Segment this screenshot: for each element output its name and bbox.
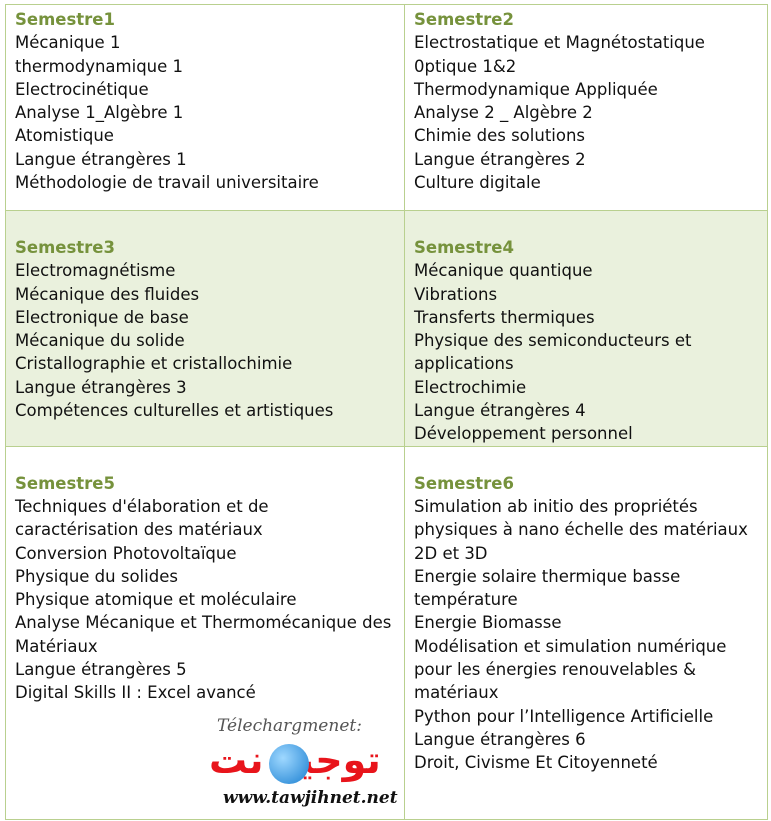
course-item: Analyse Mécanique et Thermomécanique des… <box>15 613 392 656</box>
semester-cell: Semestre5 Techniques d'élaboration et de … <box>5 445 405 820</box>
semester-title: Semestre6 <box>414 473 514 493</box>
semester-cell: Semestre1 Mécanique 1 thermodynamique 1 Ele… <box>5 4 405 211</box>
course-item: Culture digitale <box>414 173 541 193</box>
semester-title: Semestre4 <box>414 238 514 257</box>
semester-cell: Semestre3 Electromagnétisme Mécanique des … <box>5 210 405 447</box>
semester-table: Semestre1 Mécanique 1 thermodynamique 1 Ele… <box>5 4 768 820</box>
course-item: Physique atomique et moléculaire <box>15 590 297 610</box>
course-item: Conversion Photovoltaïque <box>15 543 237 563</box>
watermark-caption: Télechargmenet: <box>217 716 362 736</box>
course-item: Langue étrangères 1 <box>15 149 187 169</box>
course-item: Vibrations <box>414 284 498 304</box>
course-item: Techniques d'élaboration et de caractéri… <box>15 496 269 540</box>
course-item: Chimie des solutions <box>414 126 586 146</box>
course-item: Langue étrangères 2 <box>414 149 586 169</box>
semester-title: Semestre1 <box>15 10 115 29</box>
course-item: Transferts thermiques <box>414 307 595 327</box>
course-item: Méthodologie de travail universitaire <box>15 173 319 193</box>
course-item: Electrocinétique <box>15 79 149 99</box>
course-item: Electrochimie <box>414 377 527 397</box>
course-item: Analyse 1_Algèbre 1 <box>15 103 184 123</box>
semester-cell: Semestre2 Electrostatique et Magnétostati… <box>404 4 768 211</box>
semester-title: Semestre2 <box>414 10 514 29</box>
course-item: Cristallographie et cristallochimie <box>15 354 293 374</box>
table-row: Semestre5 Techniques d'élaboration et de … <box>5 445 768 820</box>
watermark-url: www.tawjihnet.net <box>223 788 398 808</box>
course-item: Electronique de base <box>15 307 189 327</box>
table-row: Semestre1 Mécanique 1 thermodynamique 1 Ele… <box>5 4 768 211</box>
course-item: Langue étrangères 5 <box>15 660 187 680</box>
course-item: Energie solaire thermique basse températ… <box>414 566 681 610</box>
course-item: Electromagnétisme <box>15 261 176 281</box>
semester-title: Semestre5 <box>15 473 115 493</box>
course-item: Physique des semiconducteurs et applicat… <box>414 331 692 374</box>
course-item: thermodynamique 1 <box>15 56 184 76</box>
course-item: Mécanique 1 <box>15 33 121 53</box>
course-item: Mécanique quantique <box>414 261 593 281</box>
course-item: Physique du solides <box>15 566 178 586</box>
course-item: Electrostatique et Magnétostatique <box>414 33 705 53</box>
course-item: Simulation ab initio des propriétés phys… <box>414 496 748 563</box>
course-item: 0ptique 1&2 <box>414 56 517 76</box>
course-item: Langue étrangères 4 <box>414 401 586 421</box>
course-item: Droit, Civisme Et Citoyenneté <box>414 753 658 773</box>
course-item: Python pour l’Intelligence Artificielle <box>414 706 714 726</box>
semester-cell: Semestre6 Simulation ab initio des propri… <box>404 445 768 820</box>
semester-cell: Semestre4 Mécanique quantique Vibrations Tr… <box>404 210 768 447</box>
table-row: Semestre3 Electromagnétisme Mécanique des … <box>5 210 768 447</box>
course-item: Langue étrangères 6 <box>414 729 586 749</box>
course-item: Analyse 2 _ Algèbre 2 <box>414 103 593 123</box>
course-item: Langue étrangères 3 <box>15 377 187 397</box>
course-item: Mécanique du solide <box>15 331 185 351</box>
course-item: Atomistique <box>15 126 114 146</box>
semester-title: Semestre3 <box>15 238 115 257</box>
course-item: Digital Skills II : Excel avancé <box>15 683 256 703</box>
globe-icon <box>269 744 309 784</box>
course-item: Compétences culturelles et artistiques <box>15 401 334 421</box>
course-item: Développement personnel <box>414 424 633 444</box>
watermark-logo: Télechargmenet: توجيه نت www.tawjihnet.n… <box>207 716 417 816</box>
course-item: Mécanique des fluides <box>15 284 200 304</box>
course-item: Energie Biomasse <box>414 613 562 633</box>
course-item: Thermodynamique Appliquée <box>414 79 658 99</box>
course-item: Modélisation et simulation numérique pou… <box>414 636 727 703</box>
